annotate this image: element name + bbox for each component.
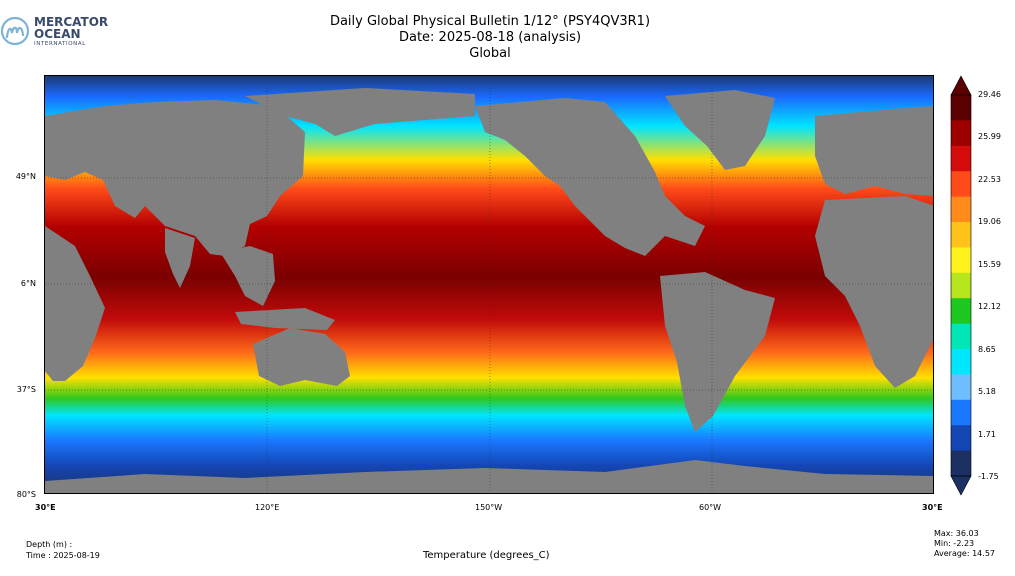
figure-title: Daily Global Physical Bulletin 1/12° (PS… [300, 14, 680, 62]
lon-label-120e: 120°E [255, 503, 280, 512]
colorbar [950, 75, 972, 496]
title-line-1: Daily Global Physical Bulletin 1/12° (PS… [329, 14, 651, 29]
colorbar-tick-label: 5.18 [978, 387, 996, 397]
colorbar-tick-label: 15.59 [978, 259, 1001, 269]
colorbar-segment [951, 120, 971, 147]
colorbar-segment [951, 349, 971, 375]
colorbar-segment [951, 95, 971, 121]
colorbar-frame [950, 94, 972, 477]
land-north-arctic [245, 88, 475, 136]
land-se-asia [220, 246, 275, 306]
stat-max: Max: 36.03 [934, 529, 979, 538]
colorbar-tick-label: 1.71 [978, 429, 996, 439]
colorbar-tick-label: -1.75 [978, 472, 999, 481]
graticule [45, 76, 933, 493]
lat-label-6n: 6°N [20, 279, 36, 288]
title-line-3: Global [469, 46, 511, 61]
colorbar-min-extend [950, 475, 972, 496]
colorbar-tick-label: 19.06 [978, 217, 1001, 227]
colorbar-segment [951, 222, 971, 248]
colorbar-segment [951, 196, 971, 223]
colorbar-segment [951, 425, 971, 452]
colorbar-segment [951, 247, 971, 274]
land-india [165, 228, 195, 288]
colorbar-tick-label: 8.65 [978, 344, 996, 354]
lat-label-80s: 80°S [16, 490, 36, 499]
lon-label-150w: 150°W [475, 503, 503, 512]
mercator-ocean-logo: MERCATOR OCEAN INTERNATIONAL [0, 14, 110, 50]
colorbar-segment [951, 298, 971, 325]
logo-text-mercator: MERCATOR [34, 15, 109, 29]
colorbar-segment [951, 450, 971, 477]
land-masses [45, 88, 933, 493]
time-label: Time : 2025-08-19 [26, 551, 100, 560]
depth-label: Depth (m) : [26, 540, 73, 549]
colorbar-tick-label: 25.99 [978, 132, 1001, 142]
land-greenland [665, 90, 775, 170]
footer-left: Depth (m) : Time : 2025-08-19 [26, 539, 100, 561]
title-line-2: Date: 2025-08-18 (analysis) [398, 30, 582, 45]
land-indonesia [235, 308, 335, 330]
temperature-map-canvas [45, 76, 933, 493]
lat-label-49n: 49°N [15, 172, 36, 181]
colorbar-segment [951, 323, 971, 350]
land-australia [253, 328, 350, 386]
logo-text-ocean: OCEAN [34, 27, 81, 41]
colorbar-tick-label: 12.12 [978, 302, 1001, 312]
temperature-map [44, 75, 934, 494]
colorbar-max-extend [950, 75, 972, 96]
colorbar-segment [951, 171, 971, 198]
colorbar-segment [951, 374, 971, 401]
land-europe-east [815, 106, 933, 196]
land-south-america [660, 272, 775, 432]
statistics: Max: 36.03 Min: -2.23 Average: 14.57 [934, 529, 995, 559]
colorbar-variable-label: Temperature (degrees_C) [423, 550, 550, 561]
land-north-america [475, 98, 705, 256]
lat-label-37s: 37°S [16, 385, 36, 394]
stat-min: Min: -2.23 [934, 539, 975, 548]
logo-text-international: INTERNATIONAL [34, 41, 86, 47]
colorbar-segment [951, 145, 971, 172]
colorbar-tick-label: 22.53 [978, 174, 1001, 184]
lon-label-30e-left: 30°E [35, 503, 56, 512]
colorbar-tick-label: 29.46 [978, 90, 1001, 99]
land-africa-east [45, 226, 105, 381]
land-africa-right [815, 196, 933, 388]
colorbar-segment [951, 272, 971, 299]
lon-label-60w: 60°W [699, 503, 722, 512]
stat-average: Average: 14.57 [934, 549, 995, 558]
colorbar-segment [951, 399, 971, 426]
mercator-ocean-logo-icon [0, 16, 30, 46]
lon-label-30e-right: 30°E [922, 503, 943, 512]
